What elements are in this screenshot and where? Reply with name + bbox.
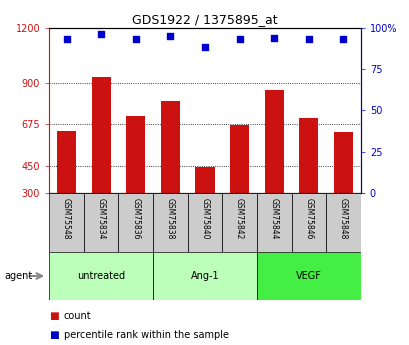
Bar [326, 193, 360, 252]
Title: GDS1922 / 1375895_at: GDS1922 / 1375895_at [132, 13, 277, 27]
Bar [187, 193, 222, 252]
Text: GSM75548: GSM75548 [62, 198, 71, 239]
Point [236, 37, 242, 42]
Text: agent: agent [4, 271, 32, 281]
Point [305, 37, 311, 42]
Bar [195, 167, 214, 193]
Bar [126, 116, 145, 193]
Bar [91, 77, 110, 193]
Point [132, 37, 139, 42]
Point [98, 31, 104, 37]
Text: percentile rank within the sample: percentile rank within the sample [63, 330, 228, 339]
Text: Ang-1: Ang-1 [190, 271, 219, 281]
Bar [57, 131, 76, 193]
Text: GSM75838: GSM75838 [166, 198, 175, 239]
Bar [222, 193, 256, 252]
Bar [256, 252, 360, 300]
Text: VEGF: VEGF [295, 271, 321, 281]
Text: count: count [63, 311, 91, 321]
Text: GSM75834: GSM75834 [97, 198, 106, 239]
Bar [299, 118, 318, 193]
Text: ■: ■ [49, 311, 59, 321]
Bar [333, 131, 352, 193]
Bar [49, 193, 83, 252]
Text: GSM75844: GSM75844 [269, 198, 278, 239]
Bar [49, 252, 153, 300]
Text: untreated: untreated [77, 271, 125, 281]
Bar [153, 193, 187, 252]
Text: GSM75848: GSM75848 [338, 198, 347, 239]
Bar [291, 193, 326, 252]
Text: GSM75842: GSM75842 [234, 198, 243, 239]
Bar [256, 193, 291, 252]
Text: GSM75840: GSM75840 [200, 198, 209, 239]
Bar [83, 193, 118, 252]
Bar [118, 193, 153, 252]
Point [167, 33, 173, 39]
Text: ■: ■ [49, 330, 59, 339]
Point [339, 37, 346, 42]
Bar [153, 252, 256, 300]
Text: GSM75846: GSM75846 [303, 198, 312, 239]
Bar [229, 125, 249, 193]
Text: GSM75836: GSM75836 [131, 198, 140, 239]
Bar [264, 90, 283, 193]
Point [270, 35, 277, 40]
Point [63, 37, 70, 42]
Bar [160, 101, 180, 193]
Point [201, 45, 208, 50]
